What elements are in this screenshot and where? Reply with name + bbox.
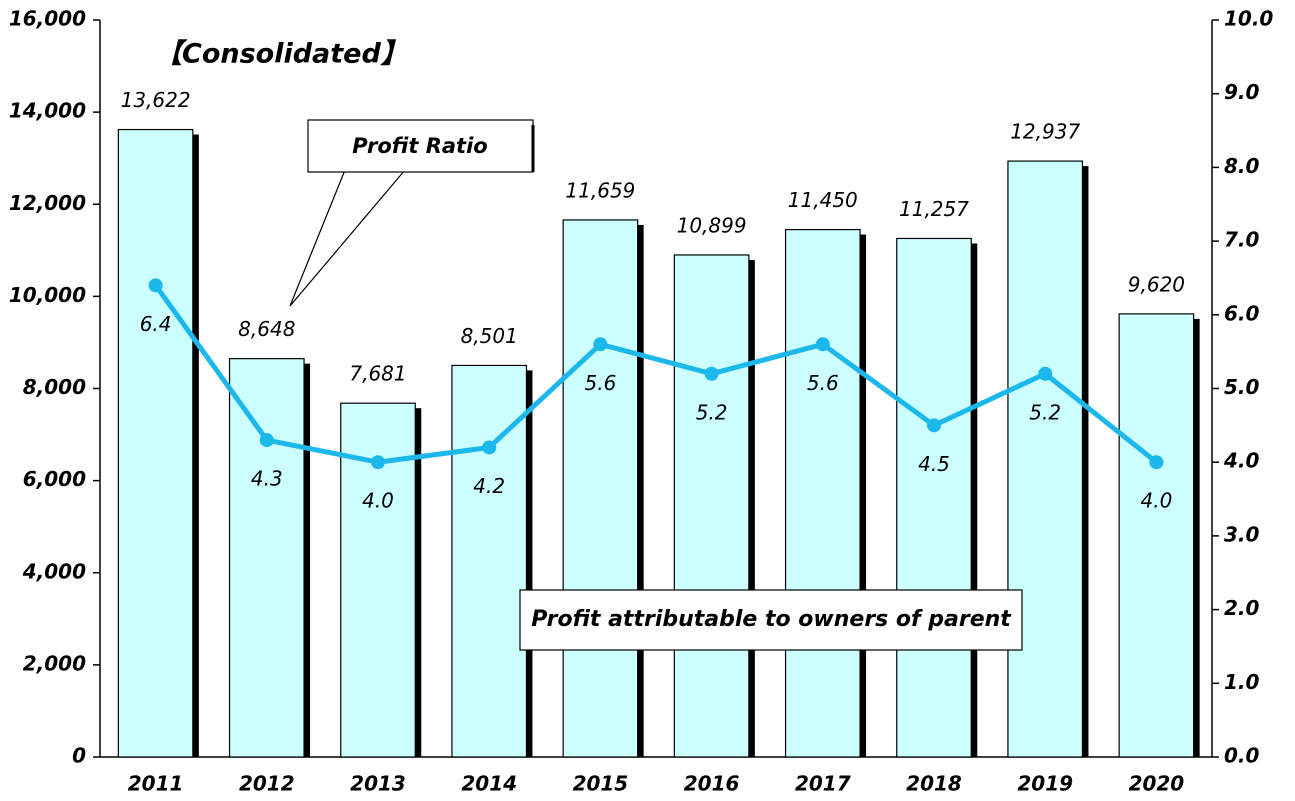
line-point (371, 455, 385, 470)
legend-label: Profit attributable to owners of parent (531, 607, 1012, 632)
line-point (704, 366, 719, 381)
line-point (259, 433, 274, 448)
y2-tick-label: 5.0 (1224, 375, 1260, 399)
legend-box (307, 119, 534, 173)
bar (784, 228, 861, 758)
y-tick-label: 12,000 (9, 191, 86, 215)
legend-label: Profit Ratio (352, 134, 487, 158)
x-tick-label: 2014 (461, 772, 517, 796)
bar (451, 364, 528, 758)
y2-tick-label: 7.0 (1224, 228, 1260, 252)
x-tick-label: 2016 (684, 772, 740, 796)
chart-title: 【Consolidated】 (155, 39, 408, 70)
x-tick-label: 2012 (239, 772, 295, 796)
y-tick-label: 6,000 (23, 467, 86, 491)
y2-tick-label: 6.0 (1224, 301, 1260, 325)
bar (228, 358, 305, 758)
line-point (482, 440, 497, 455)
line-point (593, 337, 608, 352)
bar-value-label: 8,648 (238, 317, 295, 341)
line-value-label: 5.2 (696, 400, 728, 424)
line-value-label: 5.6 (584, 371, 616, 395)
x-tick-label: 2015 (573, 772, 629, 796)
line-value-label: 4.0 (1140, 489, 1172, 513)
callout-pointer (289, 169, 407, 307)
y2-tick-label: 3.0 (1224, 522, 1260, 546)
line-value-label: 4.3 (251, 467, 283, 491)
bar (1118, 313, 1195, 758)
y2-tick-label: 1.0 (1224, 670, 1260, 694)
bar (673, 254, 750, 758)
bar-value-label: 9,620 (1128, 272, 1185, 296)
bar (896, 237, 972, 758)
legend-box (519, 589, 1023, 651)
y-tick-label: 8,000 (23, 375, 86, 399)
bar (117, 128, 194, 758)
line-value-label: 4.5 (918, 452, 950, 476)
bar (1007, 160, 1084, 758)
bar-value-label: 10,899 (677, 213, 747, 237)
line-value-label: 5.2 (1029, 400, 1061, 424)
line-point (927, 418, 941, 433)
bar-value-label: 13,622 (121, 88, 191, 112)
y2-tick-label: 10.0 (1224, 7, 1273, 31)
bar-value-label: 11,450 (788, 188, 858, 212)
x-tick-label: 2017 (795, 772, 851, 796)
x-tick-label: 2011 (128, 772, 184, 796)
x-tick-label: 2019 (1017, 772, 1073, 796)
y-tick-label: 4,000 (22, 559, 86, 583)
line (153, 283, 1158, 465)
y2-tick-label: 4.0 (1223, 449, 1260, 473)
bar (562, 219, 639, 758)
bar-value-label: 7,681 (349, 362, 406, 386)
y2-tick-label: 9.0 (1224, 80, 1260, 104)
y-tick-label: 10,000 (9, 283, 86, 307)
x-tick-label: 2020 (1129, 772, 1185, 796)
y-tick-label: 14,000 (9, 99, 86, 123)
bar-value-label: 11,257 (899, 197, 969, 221)
line-value-label: 6.4 (140, 312, 172, 336)
line-point (1149, 455, 1164, 470)
y2-tick-label: 2.0 (1224, 596, 1260, 620)
y2-tick-label: 0.0 (1224, 744, 1260, 768)
bar-value-label: 8,501 (461, 324, 518, 348)
y2-tick-label: 8.0 (1224, 154, 1260, 178)
line-value-label: 4.2 (473, 474, 505, 498)
x-tick-label: 2013 (350, 772, 406, 796)
line-point (148, 278, 163, 293)
line-value-label: 4.0 (362, 489, 394, 513)
bar-value-label: 11,659 (565, 178, 635, 202)
y-tick-label: 16,000 (9, 7, 86, 31)
line-point (1038, 366, 1053, 381)
line-value-label: 5.6 (807, 371, 839, 395)
y-tick-label: 2,000 (23, 651, 86, 675)
x-tick-label: 2018 (906, 772, 962, 796)
bar-value-label: 12,937 (1010, 120, 1080, 144)
y-tick-label: 0 (72, 744, 86, 768)
line-point (815, 337, 830, 352)
